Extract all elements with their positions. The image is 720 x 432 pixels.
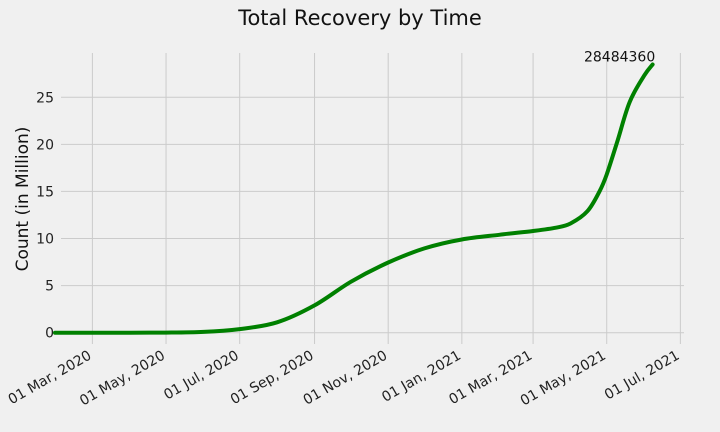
y-axis-ticks: 0 5 10 15 20 25 — [36, 90, 54, 341]
chart-title: Total Recovery by Time — [237, 6, 482, 30]
final-value-annotation: 28484360 — [584, 49, 655, 65]
x-tick-label: 01 Jul, 2021 — [602, 348, 682, 404]
y-tick-label: 15 — [36, 184, 54, 200]
y-tick-label: 0 — [45, 326, 54, 342]
x-tick-label: 01 Nov, 2020 — [301, 348, 391, 409]
grid — [61, 53, 684, 344]
y-tick-label: 20 — [36, 137, 54, 153]
y-tick-label: 10 — [36, 232, 54, 248]
y-tick-label: 5 — [45, 279, 54, 295]
y-axis-label: Count (in Million) — [13, 127, 33, 272]
y-tick-label: 25 — [36, 90, 54, 106]
series-line-recovery — [53, 62, 655, 335]
